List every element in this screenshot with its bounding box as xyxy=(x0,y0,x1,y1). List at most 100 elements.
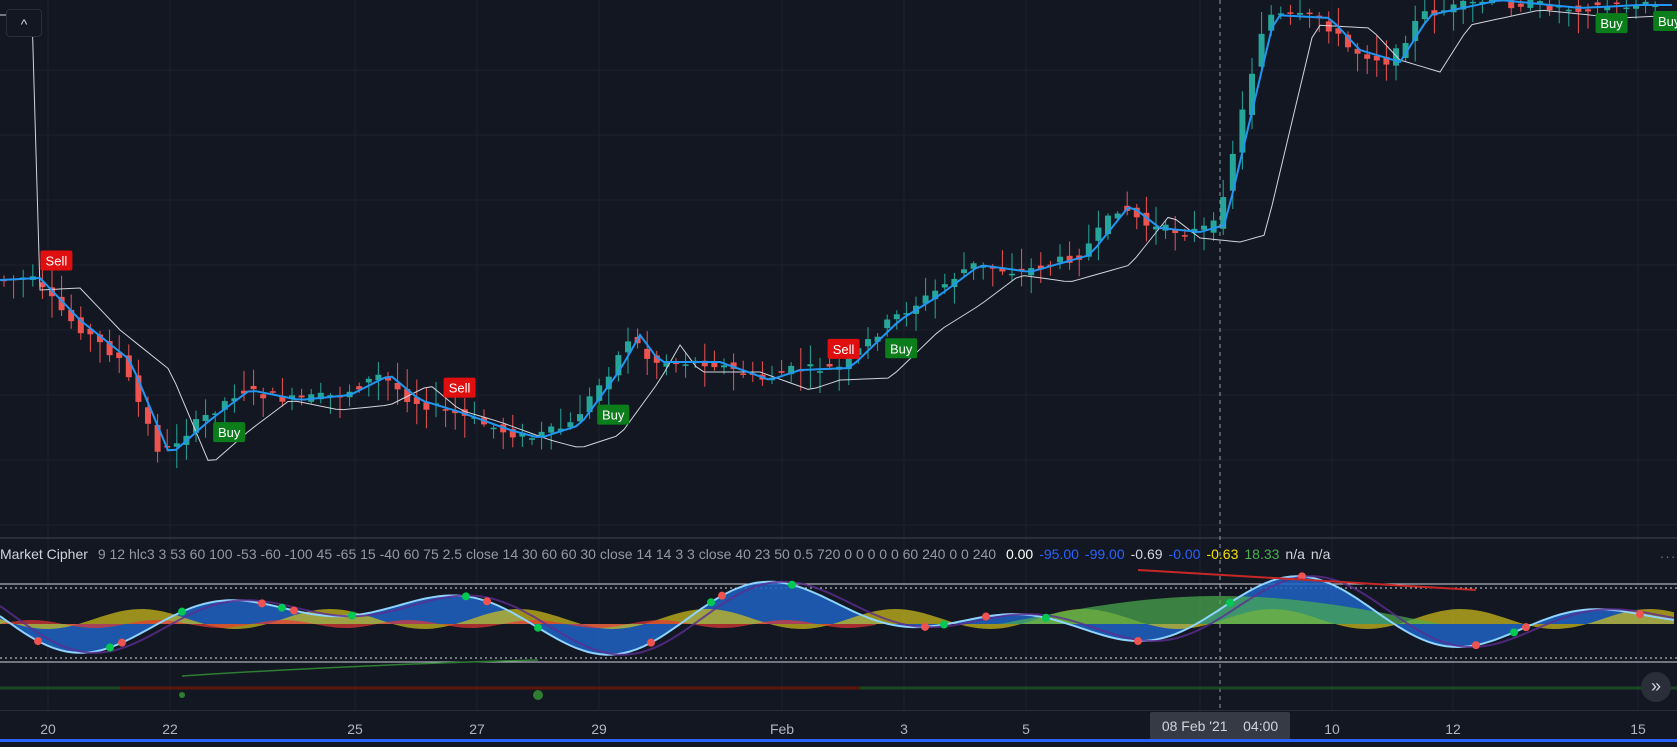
candle-body xyxy=(356,386,363,390)
candle-body xyxy=(615,355,622,376)
sell-signal-badge xyxy=(827,338,860,359)
indicator-params: 9 12 hlc3 3 53 60 100 -53 -60 -100 45 -6… xyxy=(97,546,997,562)
crosshair-time: 04:00 xyxy=(1243,718,1279,734)
money-flow-area-red xyxy=(0,620,876,628)
indicator-value: 0.00 xyxy=(1005,546,1034,562)
candle-body xyxy=(1354,48,1361,54)
candle-body xyxy=(442,409,449,411)
candle-body xyxy=(1066,255,1073,263)
candle-body xyxy=(77,317,84,334)
oscillator-signal-dot xyxy=(1298,572,1306,581)
oscillator-signal-dot xyxy=(118,638,126,647)
candle-body xyxy=(1325,21,1332,32)
oscillator-signal-dot xyxy=(647,638,655,647)
buy-signal-label: Buy xyxy=(890,341,913,356)
candle-body xyxy=(58,296,65,311)
time-axis-label: 27 xyxy=(469,721,485,737)
candle-body xyxy=(1143,212,1150,226)
candle-body xyxy=(644,348,651,359)
indicator-value: -0.63 xyxy=(1206,546,1239,562)
bottom-dot xyxy=(179,692,185,698)
candle-body xyxy=(269,391,276,393)
candle-body xyxy=(625,341,631,353)
candle-body xyxy=(279,396,286,402)
indicator-name[interactable]: Market Cipher xyxy=(0,546,88,562)
candle-body xyxy=(557,428,564,431)
indicator-value: -0.00 xyxy=(1168,546,1201,562)
candle-body xyxy=(884,319,891,329)
candle-body xyxy=(817,371,823,373)
candle-body xyxy=(1585,9,1591,12)
candle-body xyxy=(365,378,372,383)
candle-body xyxy=(1383,56,1390,65)
candle-body xyxy=(1364,54,1371,59)
candle-body xyxy=(509,428,516,438)
buy-signal-label: Buy xyxy=(1600,16,1623,31)
candle-body xyxy=(682,364,689,366)
oscillator-signal-dot xyxy=(921,622,929,631)
candle-body xyxy=(1277,13,1284,15)
oscillator-signal-dot xyxy=(483,597,491,606)
oscillator-signal-dot xyxy=(1042,613,1050,622)
candle-body xyxy=(1239,109,1246,153)
buy-signal-label: Buy xyxy=(1658,14,1677,29)
candle-body xyxy=(711,361,718,368)
candle-body xyxy=(586,396,593,413)
crosshair-time-label: 08 Feb '21 04:00 xyxy=(1150,712,1290,740)
candle-body xyxy=(970,263,977,269)
oscillator-signal-dot xyxy=(106,643,114,652)
candle-body xyxy=(1133,207,1140,218)
candle-body xyxy=(999,267,1006,272)
collapse-button[interactable]: ^ xyxy=(6,9,42,37)
candle-body xyxy=(1114,213,1121,219)
candle-body xyxy=(97,334,103,343)
candle-body xyxy=(1306,12,1313,15)
time-axis-label: 3 xyxy=(900,721,908,737)
time-axis[interactable]: 20 22 25 27 29 Feb 3 5 10 12 15 xyxy=(0,710,1677,743)
candle-body xyxy=(385,376,391,381)
oscillator-signal-dot xyxy=(788,580,796,589)
oscillator-signal-dot xyxy=(718,591,726,600)
candle-body xyxy=(145,407,151,424)
buy-signal-badge xyxy=(213,422,246,443)
candle-body xyxy=(893,314,900,320)
candle-body xyxy=(1009,273,1015,276)
sell-signal-badge xyxy=(40,250,73,271)
wave-trend-signal-line xyxy=(0,575,1675,656)
candle-body xyxy=(106,341,113,356)
oscillator-signal-dot xyxy=(278,603,286,612)
sell-signal-label: Sell xyxy=(46,254,68,269)
crosshair-date: 08 Feb '21 xyxy=(1161,718,1228,734)
indicator-value: -95.00 xyxy=(1039,546,1079,562)
candle-body xyxy=(452,410,459,414)
oscillator-signal-dot xyxy=(34,637,42,646)
oscillator-signal-dot xyxy=(1522,623,1530,632)
candle-body xyxy=(1258,33,1265,67)
indicator-value: n/a xyxy=(1285,546,1305,562)
oscillator-signal-dot xyxy=(178,607,186,616)
candle-body xyxy=(932,290,939,300)
indicator-value: 18.33 xyxy=(1244,546,1280,562)
candle-body xyxy=(1287,12,1294,14)
scroll-right-button[interactable]: » xyxy=(1641,672,1671,702)
candle-body xyxy=(1095,227,1102,241)
indicator-value: -99.00 xyxy=(1084,546,1125,562)
time-axis-label: 10 xyxy=(1324,721,1340,737)
oscillator-signal-dot xyxy=(1636,610,1644,619)
candle-body xyxy=(1220,197,1227,229)
candle-body xyxy=(673,362,679,365)
candle-body xyxy=(125,355,132,378)
oscillator-signal-dot xyxy=(348,611,356,620)
candle-body xyxy=(701,360,708,367)
time-axis-label: 29 xyxy=(591,721,607,737)
buy-signal-badge xyxy=(597,404,630,425)
candle-body xyxy=(1229,153,1236,191)
candle-body xyxy=(1469,1,1476,4)
oscillator-signal-dot xyxy=(534,623,542,632)
time-axis-label: 25 xyxy=(347,721,363,737)
candle-body xyxy=(778,371,785,373)
indicator-value: -0.69 xyxy=(1130,546,1163,562)
legend-more-dots[interactable]: ... xyxy=(1660,546,1677,561)
